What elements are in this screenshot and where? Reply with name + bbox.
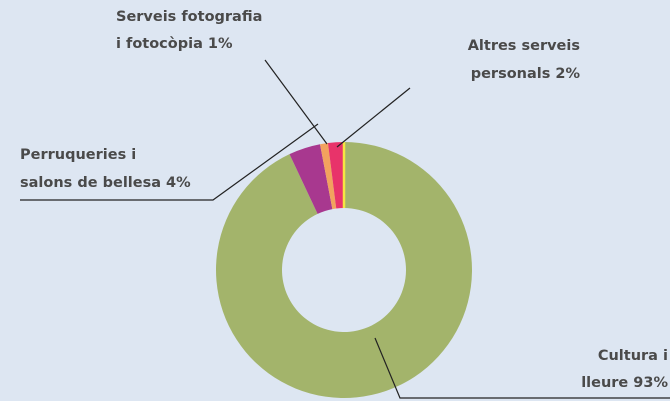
value-label: 93%	[633, 375, 668, 391]
slice-label: salons de bellesa 4%	[20, 175, 191, 191]
label-line: salons de bellesa	[20, 175, 161, 191]
slice-label: Perruqueries i	[20, 147, 136, 163]
label-line: Perruqueries i	[20, 147, 136, 163]
slice-label: Altres serveis	[468, 38, 580, 54]
label-line: Cultura i	[598, 348, 668, 364]
donut-slice	[327, 142, 344, 209]
donut-slice	[320, 143, 337, 210]
leader-line	[264, 59, 328, 145]
slice-label: Cultura i	[598, 348, 668, 364]
slice-label: Serveis fotografia	[116, 9, 262, 25]
slice-label: lleure 93%	[581, 375, 668, 391]
value-label: 2%	[555, 66, 580, 82]
donut-slice	[289, 144, 333, 214]
donut-slice	[216, 142, 472, 398]
label-line: Serveis fotografia	[116, 9, 262, 25]
leader-line	[374, 337, 670, 399]
leader-line	[20, 123, 319, 201]
label-line: personals	[471, 66, 551, 82]
value-label: 1%	[208, 36, 233, 52]
label-line: i fotocòpia	[116, 36, 203, 52]
value-label: 4%	[166, 175, 191, 191]
label-line: Altres serveis	[468, 38, 580, 54]
slice-label: personals 2%	[471, 66, 581, 82]
label-line: lleure	[581, 375, 628, 391]
leader-line	[336, 87, 411, 148]
slice-label: i fotocòpia 1%	[116, 36, 233, 52]
